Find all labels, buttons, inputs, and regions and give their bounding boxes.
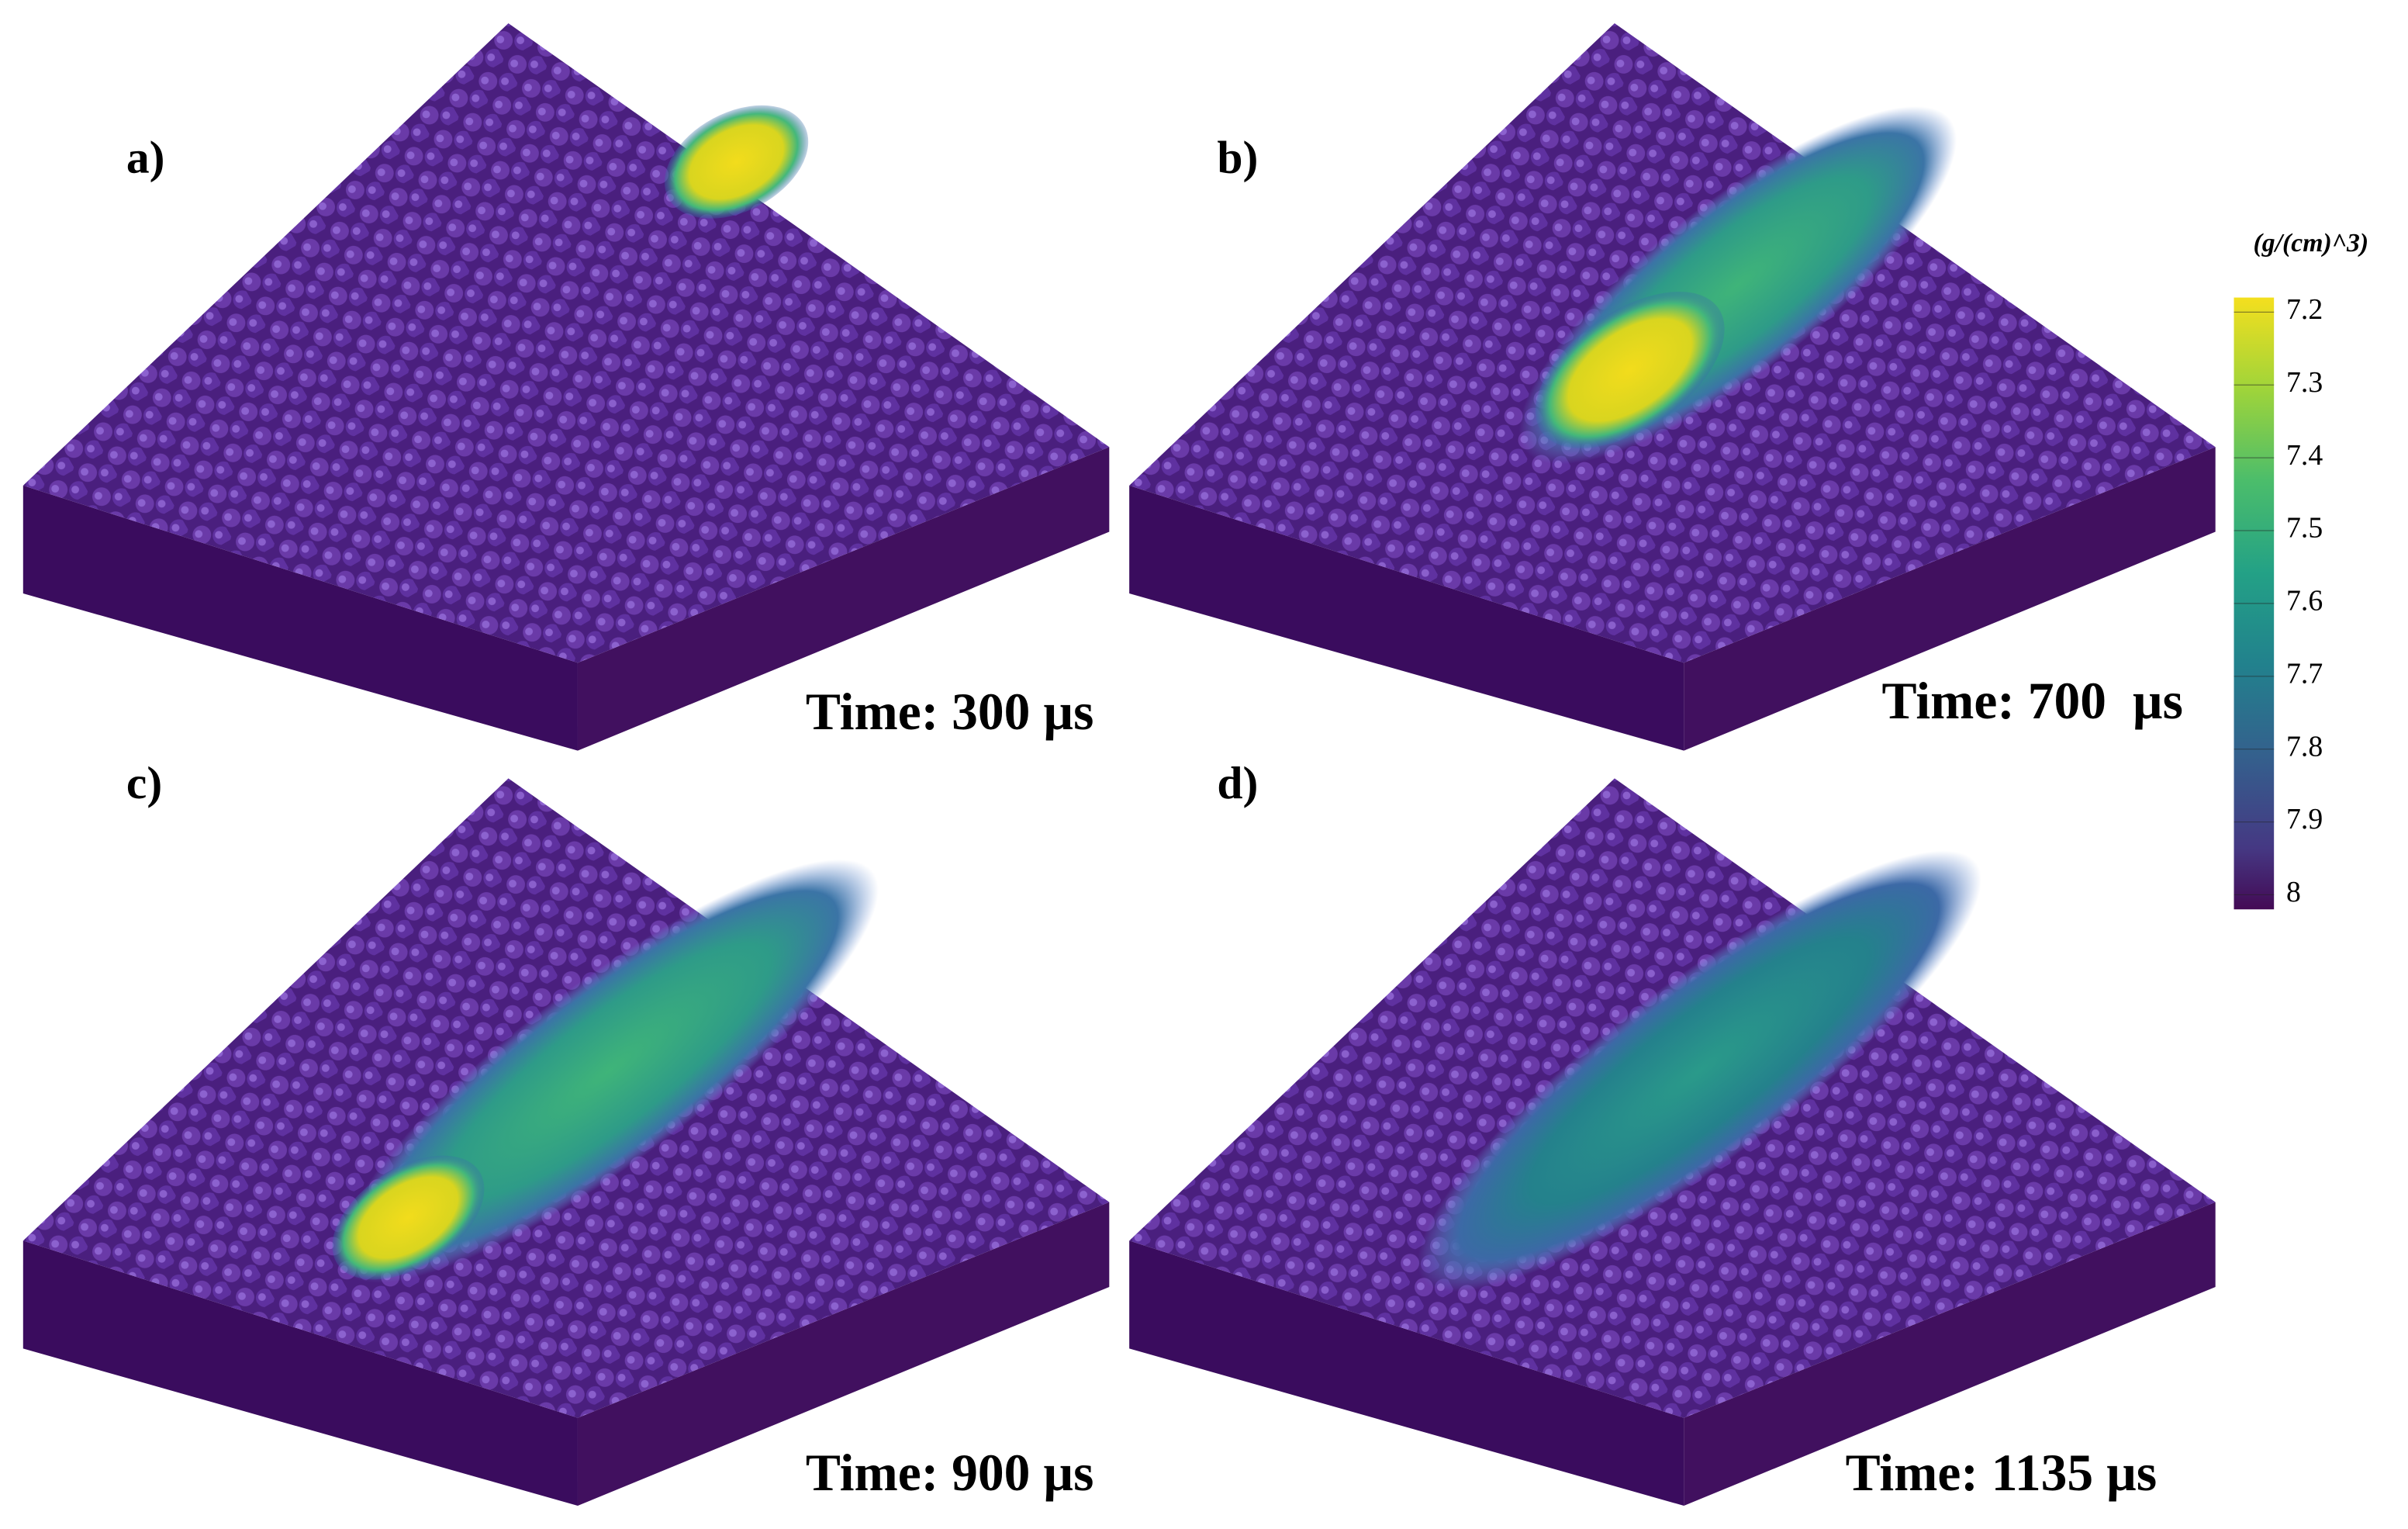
panel-label: b)	[1217, 132, 1258, 183]
panel-c	[22, 778, 1110, 1507]
colorbar-tick-label: 7.5	[2286, 512, 2323, 545]
panel-label: c)	[126, 757, 162, 808]
colorbar-tick-label: 8	[2286, 876, 2301, 908]
colorbar-tick-label: 7.6	[2286, 585, 2323, 617]
colorbar-tick-label: 7.3	[2286, 366, 2323, 399]
panel-b	[1129, 22, 2216, 751]
panel-d	[1129, 778, 2216, 1507]
colorbar-title: (g/(cm)^3)	[2254, 229, 2369, 258]
colorbar-tick-label: 7.2	[2286, 293, 2323, 326]
colorbar-tick-label: 7.4	[2286, 439, 2323, 472]
panel-a	[22, 22, 1110, 751]
colorbar-tick-label: 7.7	[2286, 657, 2323, 690]
time-label: Time: 700 µs	[1882, 672, 2183, 730]
time-label: Time: 1135 µs	[1846, 1444, 2158, 1502]
colorbar-tick-label: 7.9	[2286, 803, 2323, 835]
colorbar: (g/(cm)^3) 7.2 7.3 7.4 7.5 7.6 7.7 7.8 7.9 8	[2234, 229, 2369, 910]
time-label: Time: 900 µs	[806, 1444, 1094, 1502]
panel-label: a)	[126, 132, 165, 183]
colorbar-tick-label: 7.8	[2286, 730, 2323, 763]
panel-label: d)	[1217, 757, 1258, 808]
time-label: Time: 300 µs	[806, 683, 1094, 741]
